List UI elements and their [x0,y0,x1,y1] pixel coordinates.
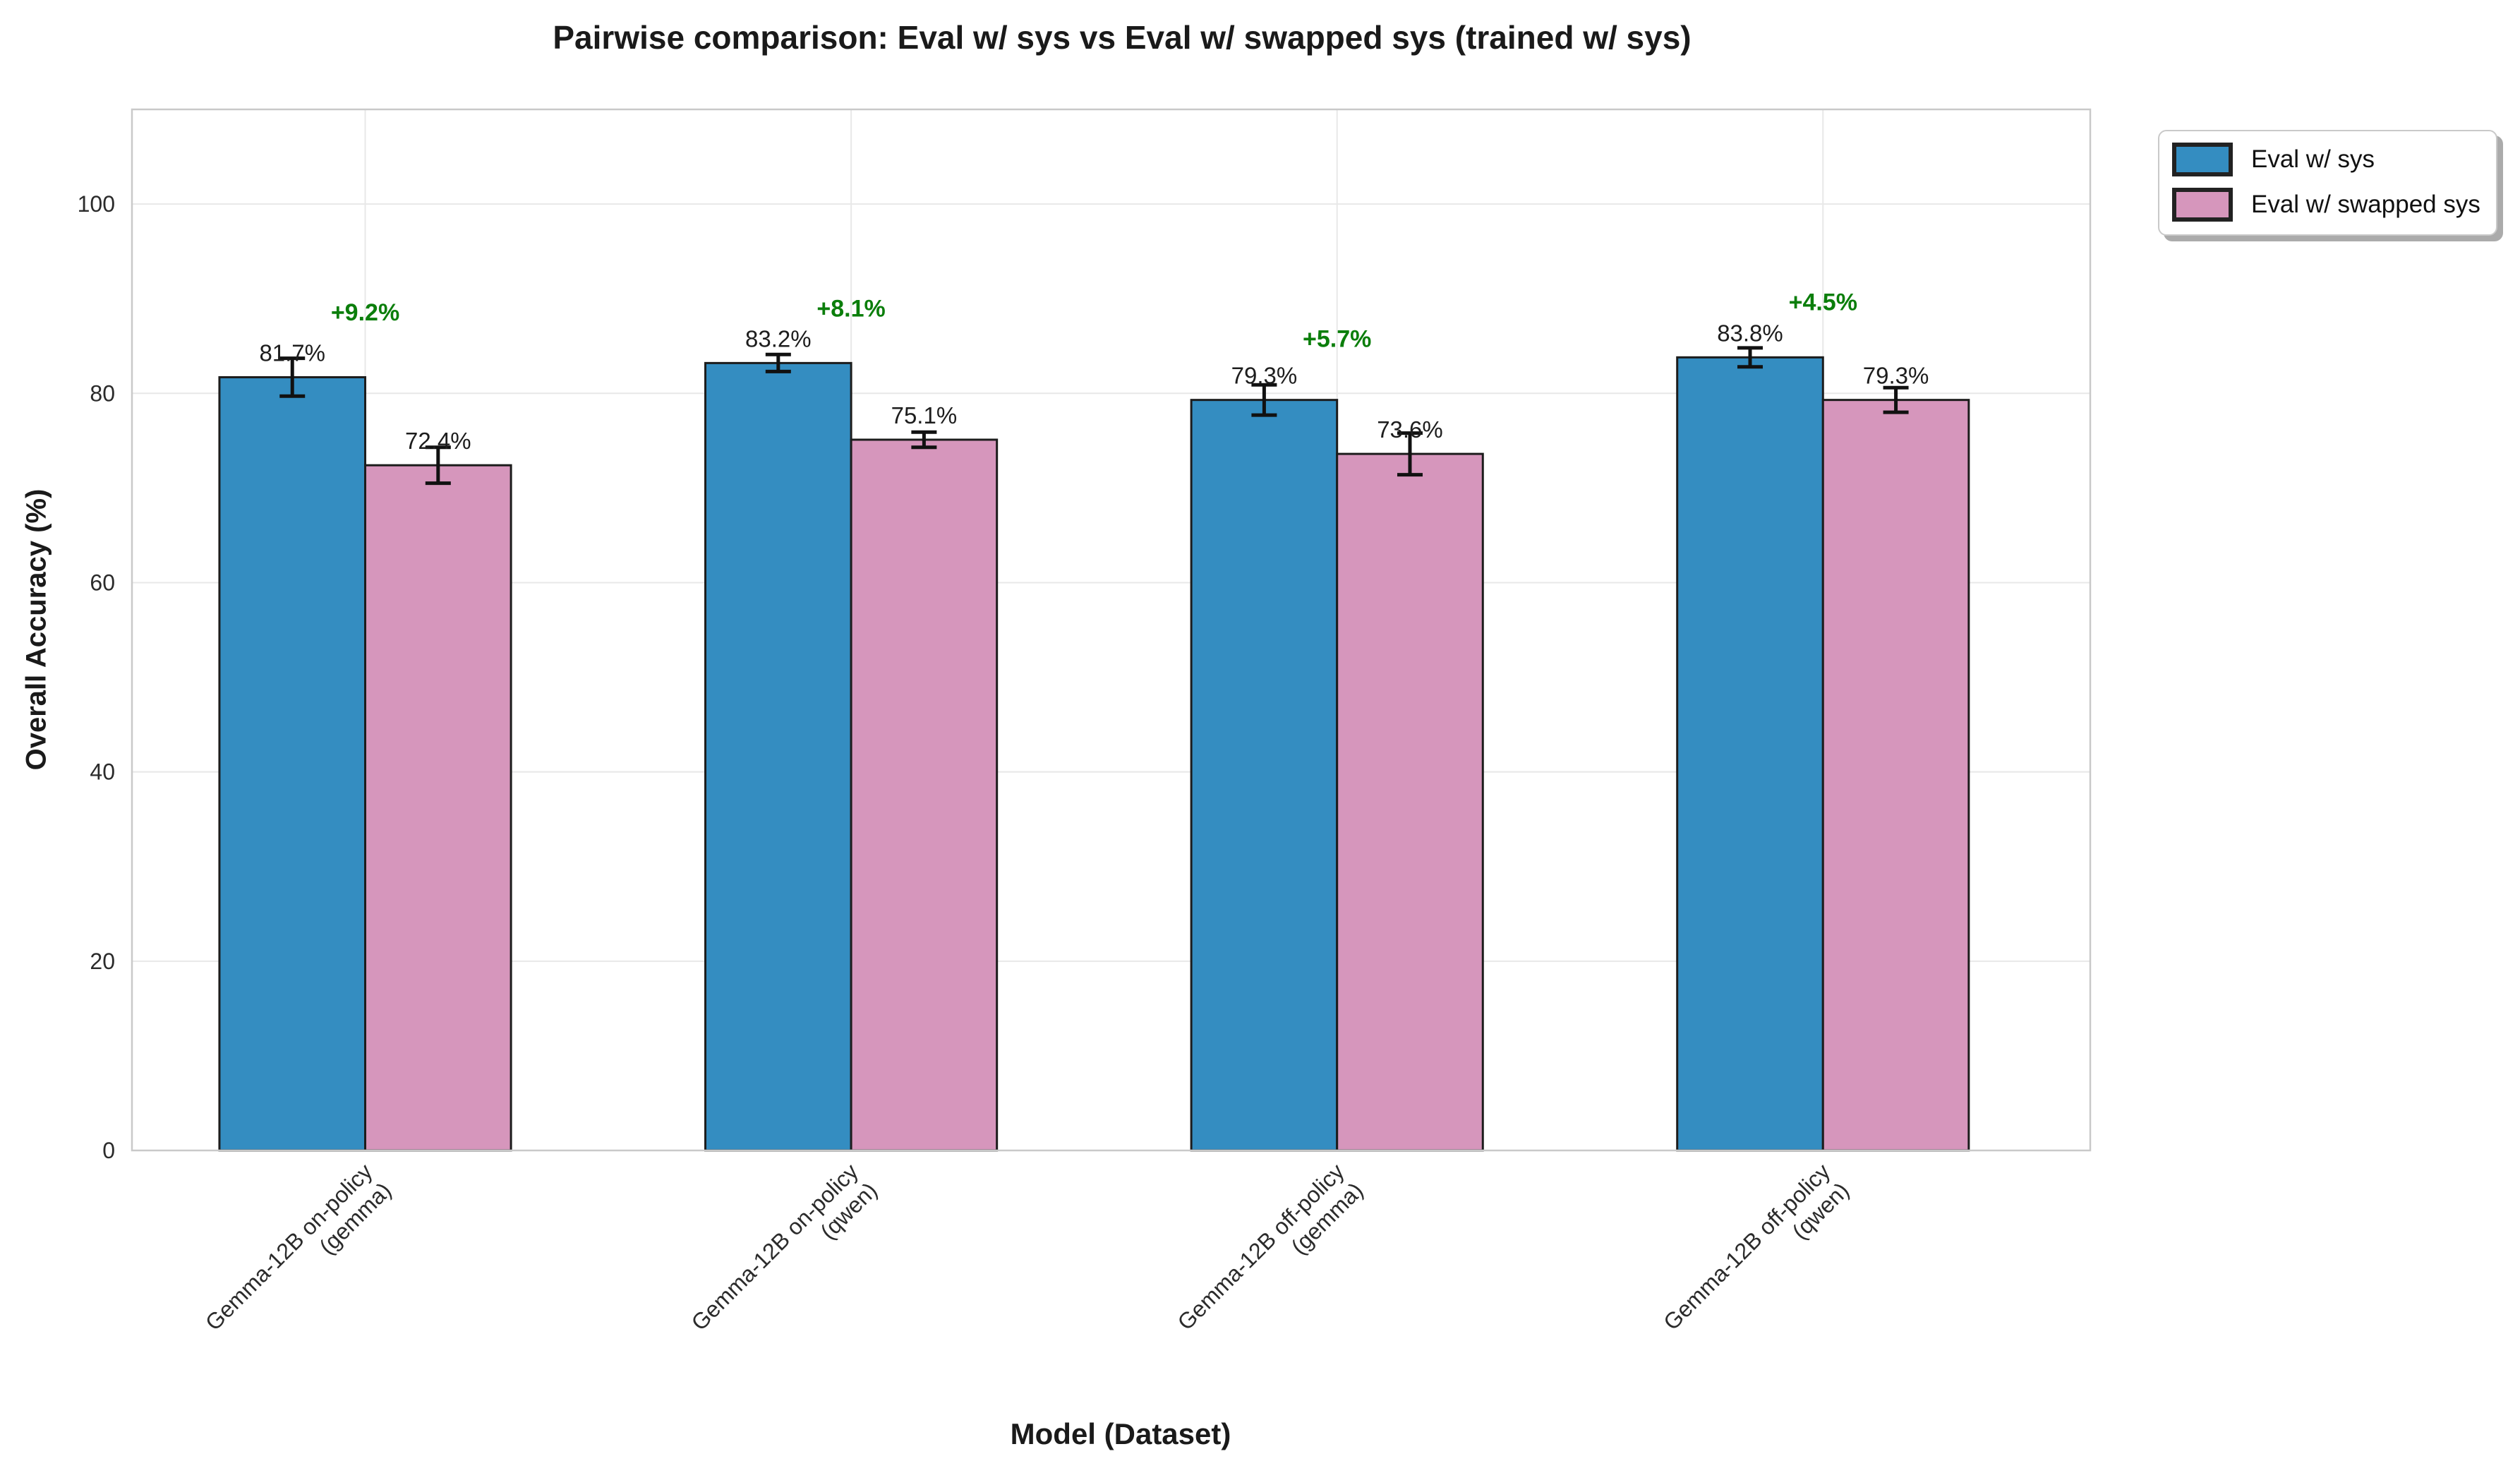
x-tick-label-1: Gemma-12B on-policy(qwen) [686,1158,881,1354]
y-tick-label-20: 20 [90,949,115,974]
bar-eval-w-sys-2 [1190,399,1339,1152]
value-label-eval-w-swapped-sys-2: 73.6% [1377,416,1443,443]
delta-label-3: +4.5% [1789,289,1857,315]
delta-label-1: +8.1% [816,296,885,323]
y-tick-label-40: 40 [90,759,115,785]
legend-entry-eval-w-swapped-sys: Eval w/ swapped sys [2172,188,2480,222]
delta-label-2: +5.7% [1303,326,1371,353]
bar-eval-w-sys-1 [704,361,852,1152]
legend-swatch-eval-w-swapped-sys-icon [2172,188,2233,222]
legend-swatch-eval-w-sys-icon [2172,143,2233,176]
y-tick-label-0: 0 [102,1138,115,1163]
value-label-eval-w-sys-3: 83.8% [1717,320,1783,346]
y-tick-label-80: 80 [90,380,115,406]
y-tick-label-100: 100 [78,191,115,217]
bar-eval-w-sys-3 [1676,356,1824,1152]
svg-text:Gemma-12B on-policy(qwen): Gemma-12B on-policy(qwen) [686,1158,881,1354]
value-label-eval-w-swapped-sys-3: 79.3% [1863,363,1929,389]
value-label-eval-w-swapped-sys-0: 72.4% [405,428,471,454]
x-tick-label-2: Gemma-12B off-policy(gemma) [1173,1158,1368,1354]
svg-text:Gemma-12B off-policy(gemma): Gemma-12B off-policy(gemma) [1173,1158,1368,1354]
bar-eval-w-swapped-sys-1 [850,438,999,1152]
svg-text:Gemma-12B on-policy(gemma): Gemma-12B on-policy(gemma) [200,1158,396,1354]
delta-label-0: +9.2% [331,299,399,326]
legend-label-eval-w-sys: Eval w/ sys [2251,145,2375,173]
x-tick-label-0: Gemma-12B on-policy(gemma) [200,1158,396,1354]
legend: Eval w/ sys Eval w/ swapped sys [2158,130,2497,236]
chart-title: Pairwise comparison: Eval w/ sys vs Eval… [553,19,1692,56]
bar-eval-w-swapped-sys-0 [364,464,512,1152]
x-tick-label-3: Gemma-12B off-policy(qwen) [1658,1158,1854,1354]
plot-border [131,108,2092,1152]
bar-eval-w-sys-0 [218,375,367,1152]
value-label-eval-w-sys-1: 83.2% [745,325,812,351]
value-label-eval-w-swapped-sys-1: 75.1% [891,402,958,428]
value-label-eval-w-sys-2: 79.3% [1231,363,1298,389]
bar-eval-w-swapped-sys-3 [1821,399,1970,1152]
bar-eval-w-swapped-sys-2 [1336,452,1484,1152]
x-axis-label: Model (Dataset) [1010,1417,1231,1450]
y-tick-label-60: 60 [90,570,115,595]
legend-label-eval-w-swapped-sys: Eval w/ swapped sys [2251,191,2480,218]
svg-text:Gemma-12B off-policy(qwen): Gemma-12B off-policy(qwen) [1658,1158,1854,1354]
value-label-eval-w-sys-0: 81.7% [259,339,325,366]
legend-entry-eval-w-sys: Eval w/ sys [2172,143,2480,176]
